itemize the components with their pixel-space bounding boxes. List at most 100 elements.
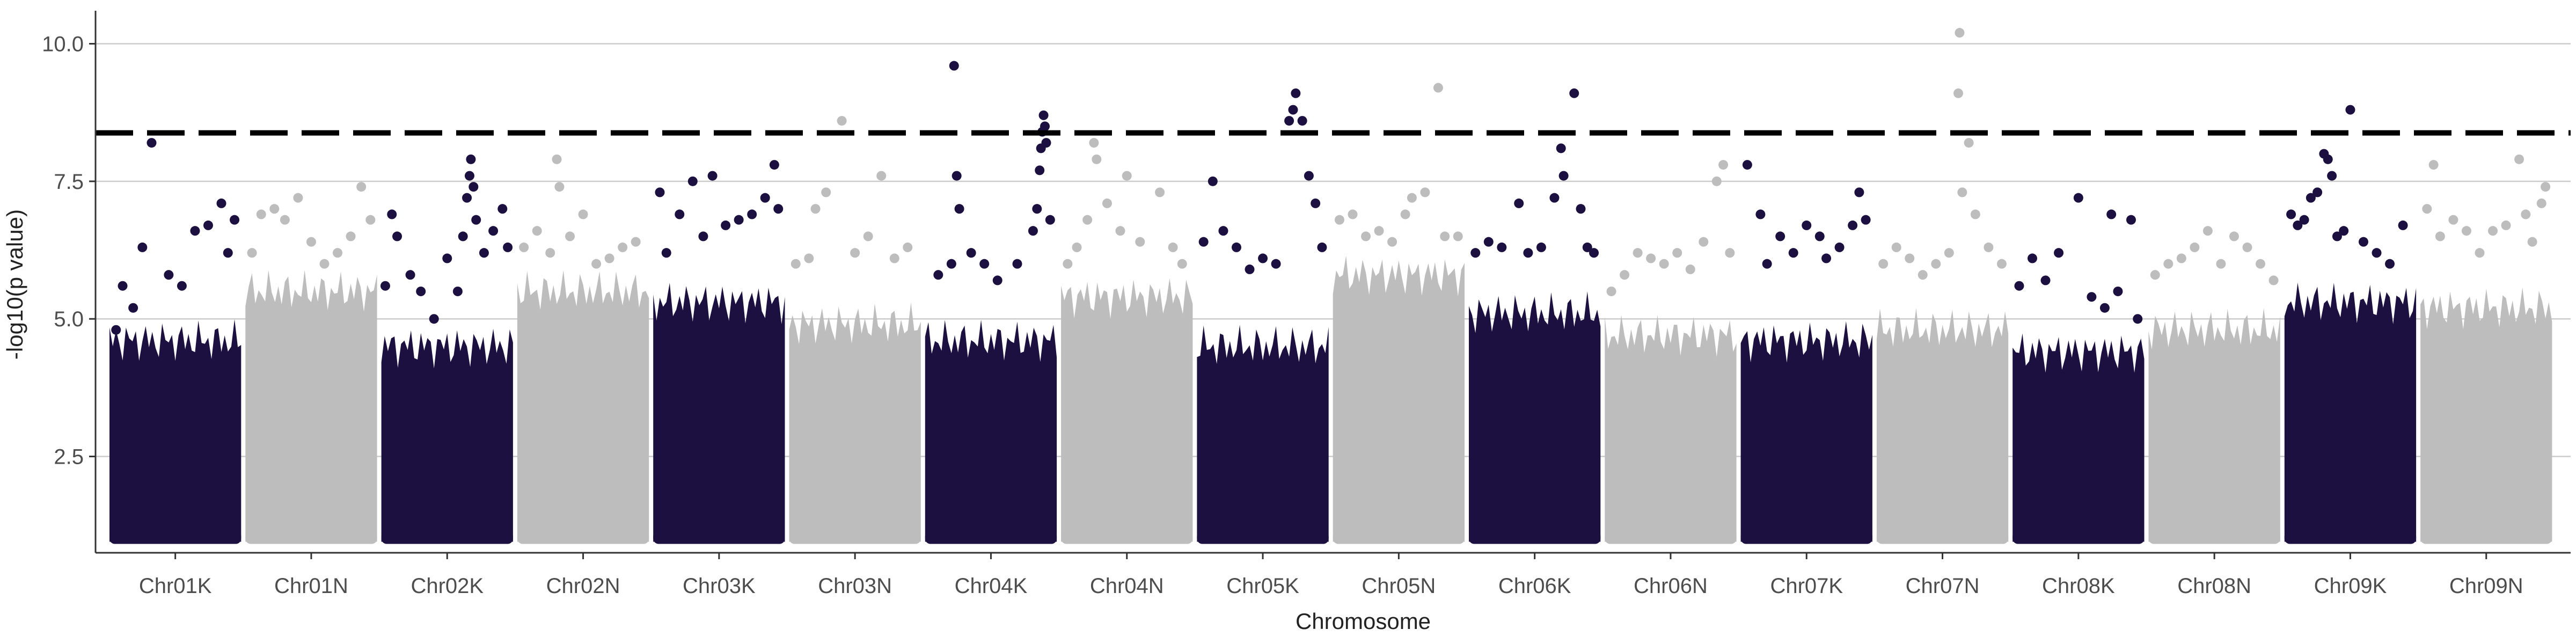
snp-point <box>1453 231 1463 241</box>
snp-point <box>2229 231 2239 241</box>
snp-point <box>2190 242 2200 252</box>
snp-point <box>591 259 602 269</box>
point-cloud-base <box>2420 531 2552 544</box>
snp-point <box>1854 187 1864 197</box>
point-cloud-base <box>109 531 241 544</box>
point-cloud-chr02k <box>381 328 513 542</box>
snp-point <box>1038 110 1049 120</box>
snp-point <box>1576 204 1586 214</box>
snp-point <box>1089 138 1099 148</box>
snp-point <box>1711 176 1722 186</box>
snp-point <box>118 281 128 291</box>
snp-point <box>1964 138 1974 148</box>
x-tick-label-chr06k: Chr06K <box>1498 574 1571 598</box>
point-cloud-base <box>1876 531 2009 544</box>
snp-point <box>850 248 860 258</box>
snp-point <box>2106 209 2117 219</box>
snp-point <box>2327 171 2337 181</box>
point-cloud-chr09k <box>2284 282 2417 542</box>
x-axis-ticks: Chr01K Chr01N Chr02K Chr02N Chr03K Chr03N Chr0… <box>139 553 2523 598</box>
snp-point <box>889 253 899 264</box>
snp-point <box>1155 187 1165 197</box>
snp-point <box>1208 176 1218 186</box>
snp-point <box>1035 165 1045 175</box>
snp-point <box>979 259 990 269</box>
snp-point <box>164 270 174 280</box>
snp-point <box>1231 242 1241 252</box>
snp-point <box>903 242 913 252</box>
snp-point <box>1725 248 1735 258</box>
snp-point <box>1122 171 1132 181</box>
snp-points <box>111 28 2551 335</box>
snp-point <box>1168 242 1178 252</box>
snp-point <box>1177 259 1187 269</box>
snp-point <box>810 204 821 214</box>
snp-point <box>462 193 472 203</box>
snp-point <box>2027 253 2037 264</box>
snp-point <box>216 198 226 208</box>
snp-point <box>1891 242 1901 252</box>
point-cloud-base <box>1605 531 1737 544</box>
snp-point <box>1497 242 1507 252</box>
x-tick-label-chr04k: Chr04K <box>955 574 1028 598</box>
snp-point <box>2113 286 2123 296</box>
snp-point <box>380 281 390 291</box>
y-tick-label: 2.5 <box>54 445 84 469</box>
snp-point <box>392 231 402 241</box>
point-cloud-chr03n <box>789 302 921 542</box>
y-tick-label: 10.0 <box>42 33 84 56</box>
snp-point <box>488 226 499 236</box>
snp-point <box>2040 275 2051 286</box>
point-cloud-chr08n <box>2148 308 2280 542</box>
snp-point <box>954 204 964 214</box>
snp-point <box>1361 231 1371 241</box>
snp-point <box>2358 237 2368 247</box>
snp-point <box>190 226 200 236</box>
snp-point <box>1311 198 1321 208</box>
snp-point <box>2488 226 2498 236</box>
snp-point <box>1742 160 1752 170</box>
snp-point <box>1582 242 1592 252</box>
snp-point <box>1440 231 1450 241</box>
snp-point <box>1788 248 1798 258</box>
snp-point <box>821 187 831 197</box>
point-cloud-base <box>789 531 921 544</box>
snp-point <box>747 209 757 219</box>
snp-point <box>2422 204 2432 214</box>
point-cloud-chr01n <box>245 269 377 542</box>
snp-point <box>1040 121 1050 131</box>
snp-point <box>429 314 439 324</box>
snp-point <box>1556 143 1566 153</box>
snp-point <box>464 171 474 181</box>
snp-point <box>1558 171 1569 181</box>
snp-point <box>952 171 962 181</box>
snp-point <box>1814 231 1825 241</box>
snp-point <box>675 209 685 219</box>
snp-point <box>2256 259 2266 269</box>
snp-point <box>2293 220 2303 230</box>
x-tick-label-chr01k: Chr01K <box>139 574 212 598</box>
snp-point <box>721 220 731 230</box>
point-cloud-chr04k <box>925 320 1057 542</box>
point-cloud-base <box>245 531 377 544</box>
axes <box>94 11 2571 554</box>
snp-point <box>554 182 565 192</box>
snp-point <box>837 116 847 126</box>
snp-point <box>1348 209 1358 219</box>
point-cloud-chr06n <box>1605 314 1737 542</box>
snp-point <box>1407 193 1417 203</box>
snp-point <box>2099 303 2110 313</box>
snp-point <box>565 231 575 241</box>
snp-point <box>1802 220 1812 230</box>
snp-point <box>1523 248 1533 258</box>
snp-point <box>2428 160 2439 170</box>
snp-point <box>452 286 463 296</box>
snp-point <box>147 138 157 148</box>
snp-point <box>1821 253 1832 264</box>
x-tick-label-chr03k: Chr03K <box>683 574 756 598</box>
snp-point <box>1957 187 1967 197</box>
y-axis-ticks: 2.5 5.0 7.5 10.0 <box>42 33 96 469</box>
snp-point <box>405 270 415 280</box>
point-cloud-base <box>1333 531 1465 544</box>
snp-point <box>269 204 280 214</box>
